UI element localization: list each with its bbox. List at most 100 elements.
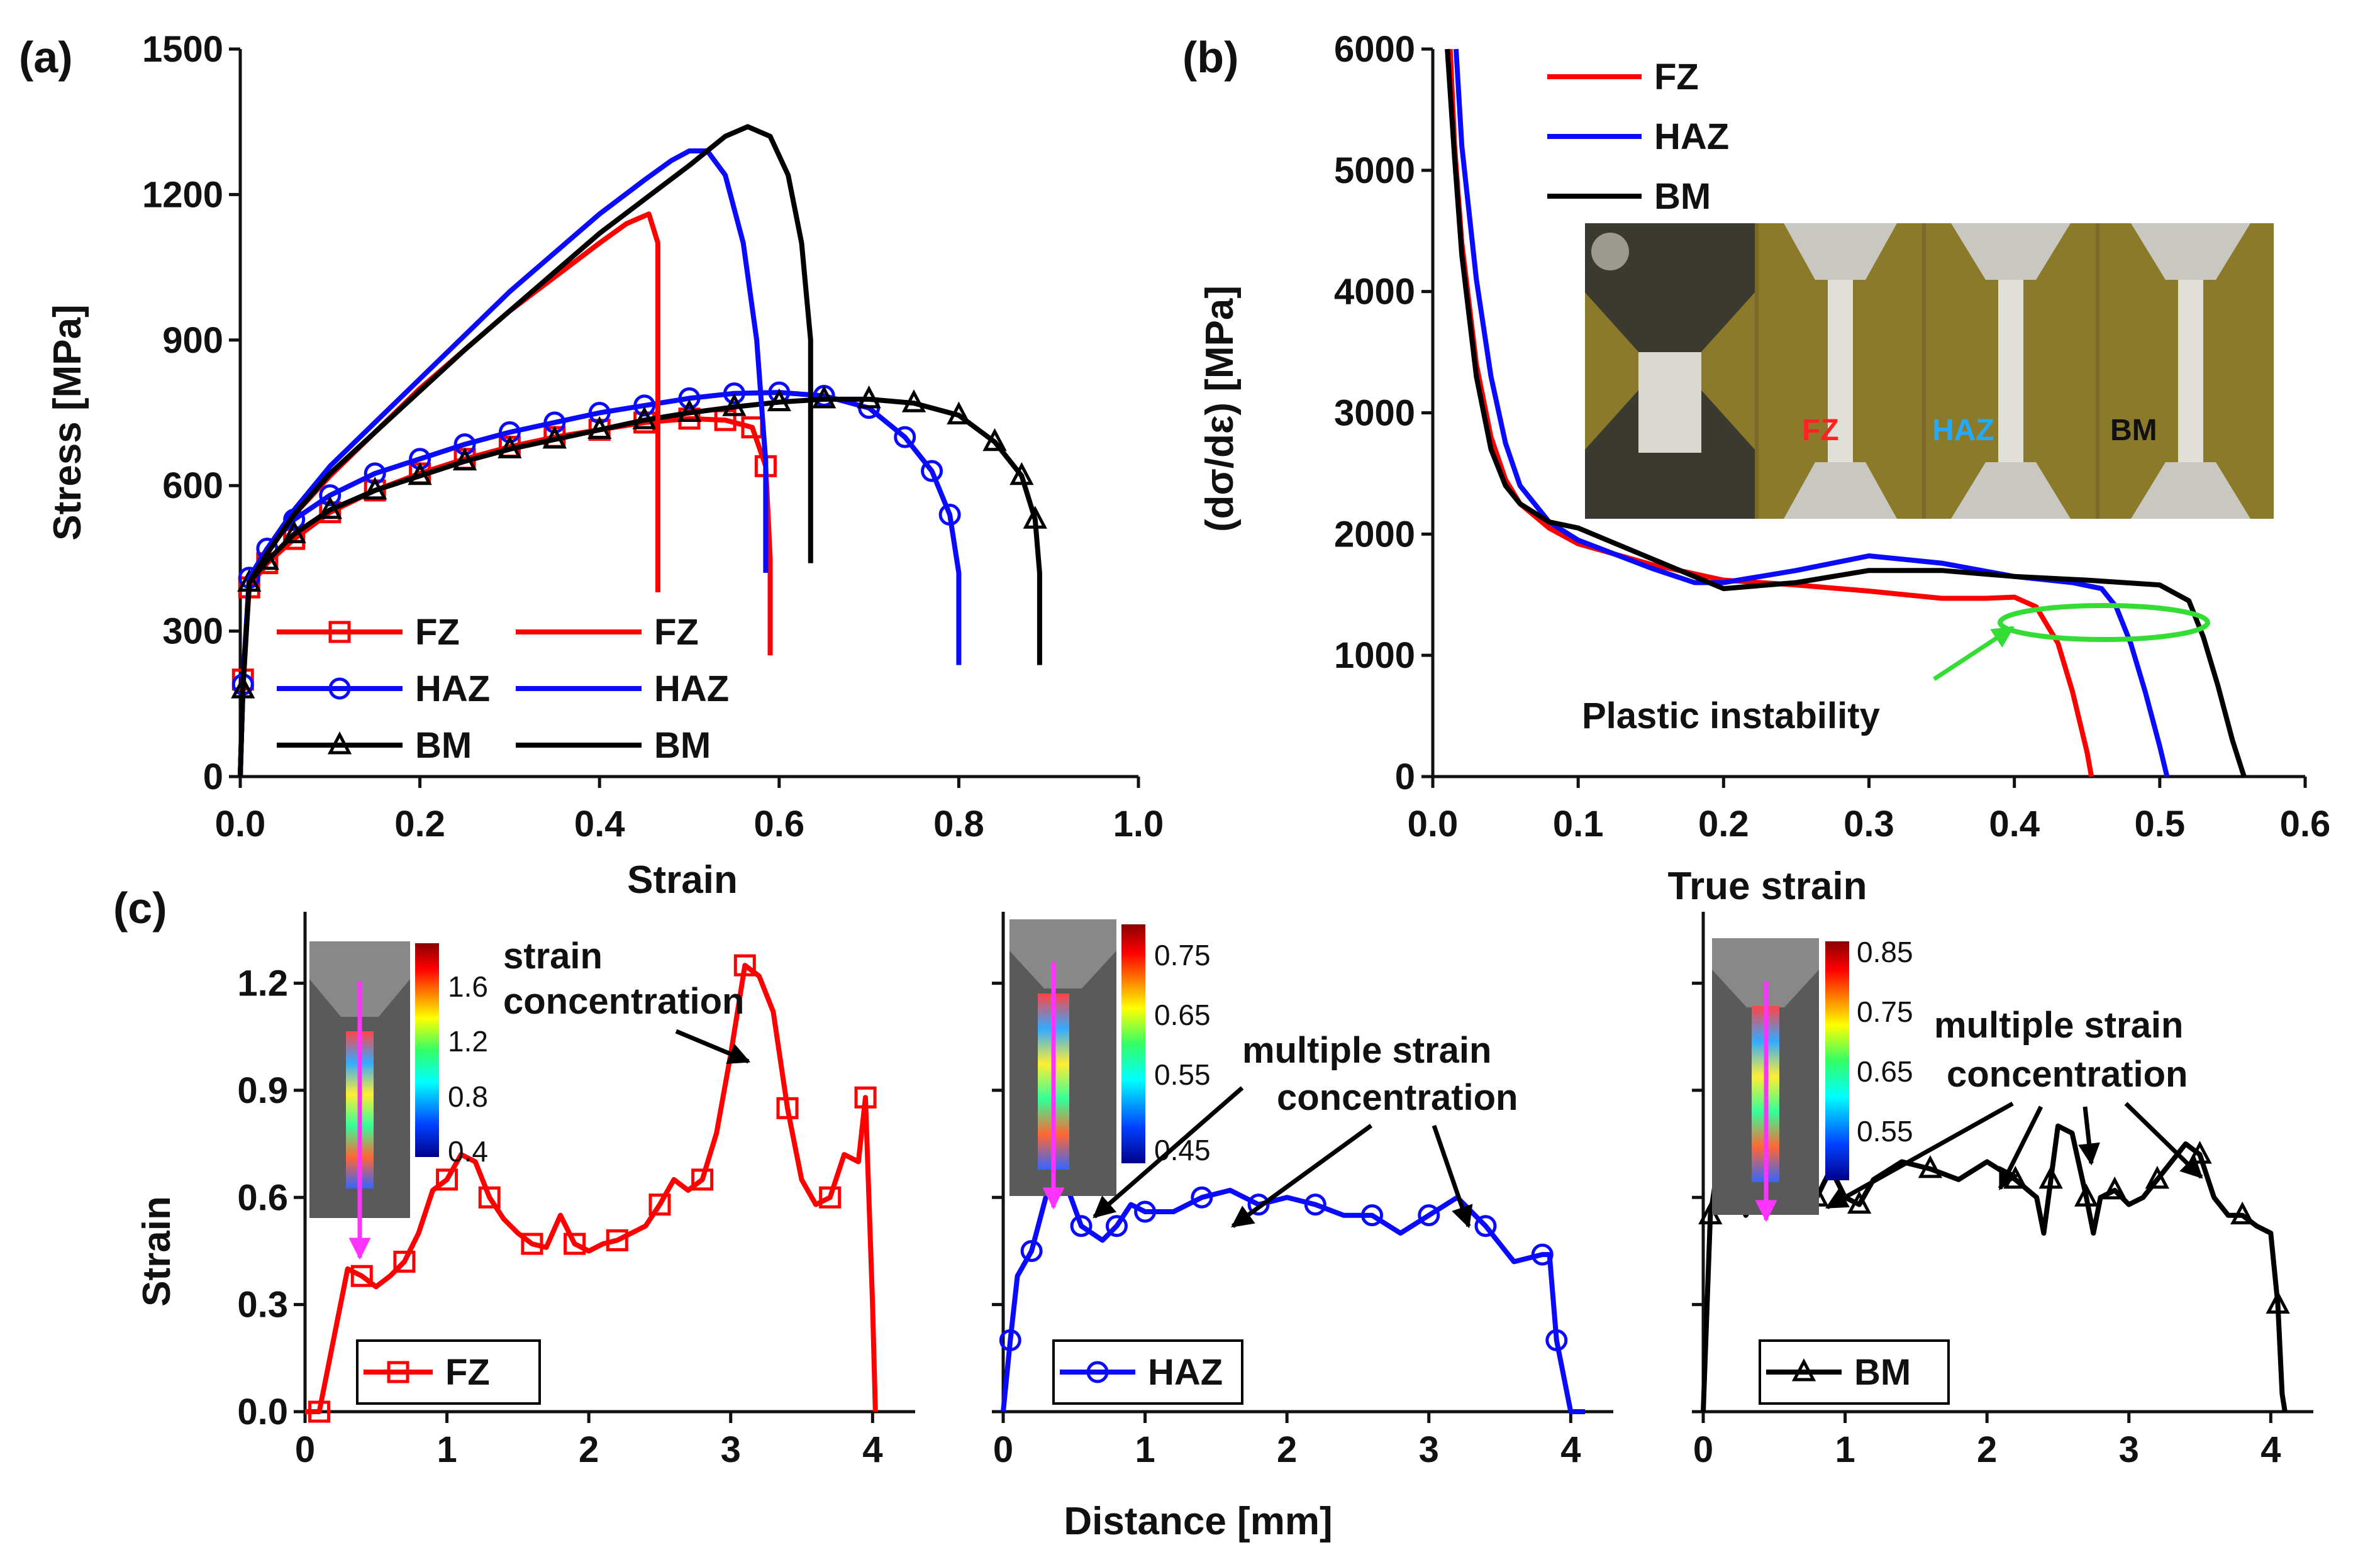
triangle-marker [632,406,657,429]
x-tick-label: 1 [437,1429,457,1470]
square-marker [819,1186,842,1209]
colorbar-c2 [1121,924,1145,1163]
circle-marker [1361,1204,1384,1227]
circle-marker [678,387,701,409]
square-marker [521,1232,543,1255]
series-line-bm [1445,48,2247,778]
x-tick-label: 0.6 [753,804,804,844]
circle-marker [1086,1361,1109,1383]
x-tick-label: 0.3 [1843,804,1894,844]
y-axis-title-b: (dσ/dε) [MPa] [1198,285,1242,532]
triangle-marker [408,462,432,485]
y-tick-label: 0.9 [237,1070,288,1111]
legend-entry-haz: HAZ [277,668,490,709]
y-tick-label: 2000 [1334,514,1415,555]
legend-entry-fz: FZ [516,612,699,653]
series-line-fz [305,963,878,1414]
legend-entry-bm: BM [277,725,472,766]
legend-label: BM [1854,1352,1911,1393]
legend-entry-haz: HAZ [1052,1339,1243,1405]
x-tick-label: 2 [1977,1429,1997,1470]
square-marker [436,1168,459,1191]
legend-c2: HAZ [1052,1339,1243,1405]
plot-b [1445,48,2247,778]
legend-entry-bm: BM [516,725,711,766]
dic-inset-c3: 0.85 0.75 0.65 0.55 [1712,936,1913,1222]
x-tick-label: 3 [721,1429,741,1470]
specimen-photo-3: HAZ [1926,223,2096,519]
legend-label: FZ [654,612,699,653]
x-tick-label: 1 [1135,1429,1155,1470]
colorbar-tick: 0.65 [1154,999,1211,1031]
instability-ellipse [1998,603,2210,642]
x-tick-label: 0.2 [1698,804,1749,844]
triangle-marker [1847,1190,1872,1214]
annotation-arrow [1825,1101,2014,1210]
annotation-arrow [1093,1086,1244,1219]
square-marker [648,1193,671,1216]
specimen-photo-4: BM [2099,223,2274,519]
y-tick-label: 300 [162,611,223,652]
circle-marker [999,1329,1021,1351]
x-tick-label: 4 [2260,1429,2281,1470]
annotation-arrow [2124,1102,2203,1179]
legend-label: FZ [415,612,460,653]
y-tick-label: 900 [162,320,223,361]
triangle-marker [2074,1183,2099,1207]
annotation-strain-concentration-line2: concentration [503,981,745,1022]
triangle-marker [857,385,881,409]
circle-marker [319,484,342,507]
panel-c3: 0 1 2 3 4 BM 0.85 0.75 0.65 0.55 multiple st… [1692,912,2313,1470]
circle-marker [633,394,656,417]
colorbar-tick: 0.75 [1857,995,1913,1028]
plot-c1 [305,954,878,1423]
x-tick-label: 4 [1560,1429,1581,1470]
x-axis-title-c: Distance [mm] [1064,1500,1332,1543]
triangle-marker [1791,1358,1816,1382]
y-tick-label: 1000 [1334,635,1415,676]
y-tick-label: 0.0 [237,1392,288,1432]
x-tick-label: 0.0 [215,804,266,844]
triangle-marker [1918,1154,1943,1178]
panel-c2: 0 1 2 3 4 Distance [mm] HAZ 0.75 0.65 0.55 0… [992,912,1613,1543]
triangle-marker [452,447,477,471]
triangle-marker [1023,506,1047,529]
triangle-marker [542,426,567,449]
colorbar-tick: 0.65 [1857,1055,1913,1088]
square-marker [691,1168,714,1191]
series-line-haz-true [238,148,769,777]
circle-marker [938,503,961,526]
triangle-marker [767,388,791,412]
panel-label-b: (b) [1182,33,1238,82]
y-tick-label: 6000 [1334,29,1415,70]
circle-marker [1545,1329,1568,1351]
panel-c1: (c) 0 1 2 3 4 0.0 0.3 0.6 0.9 1.2 Strain FZ 1.6 1… [113,883,915,1470]
x-tick-label: 0 [993,1429,1013,1470]
legend-entry-fz: FZ [1547,57,1699,97]
x-tick-label: 1.0 [1113,804,1164,844]
triangle-marker [2038,1166,2063,1189]
triangle-marker [677,399,702,422]
circle-marker [1531,1243,1554,1266]
x-tick-label: 0.2 [394,804,445,844]
series-line-bm-true [238,124,813,777]
x-tick-label: 0.4 [1989,804,2040,844]
colorbar-tick: 0.55 [1154,1058,1211,1091]
square-marker [308,1400,331,1423]
series-line-fz-eng [238,416,773,777]
annotation-multiple-strain-bm: multiple strain [1934,1005,2183,1046]
x-tick-label: 4 [862,1429,882,1470]
annotation-arrow [1998,1105,2044,1191]
circle-marker [921,460,943,482]
y-tick-label: 1500 [142,29,223,70]
x-axis-title-b: True strain [1668,865,1867,908]
x-tick-label: 2 [579,1429,599,1470]
instability-arrow [1933,626,2015,681]
axes-c2: 0 1 2 3 4 [992,912,1613,1470]
square-marker [478,1186,501,1209]
inset-label-fz: FZ [1802,414,1839,447]
square-marker [733,954,756,977]
x-tick-label: 0.1 [1553,804,1604,844]
triangle-marker [982,428,1007,451]
